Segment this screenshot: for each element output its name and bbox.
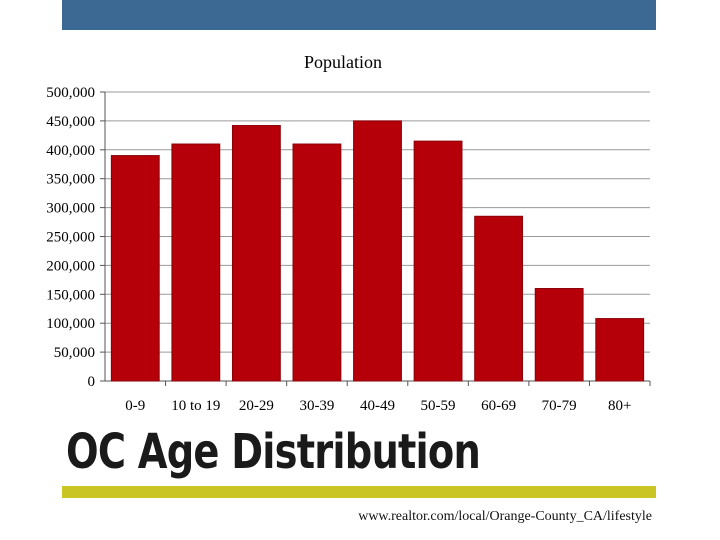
bar-10 to 19 xyxy=(171,143,221,382)
bar-0-9 xyxy=(110,155,160,382)
y-tick-label: 500,000 xyxy=(46,85,95,101)
y-tick-label: 200,000 xyxy=(46,258,95,274)
bar-30-39 xyxy=(292,143,342,382)
bar-70-79 xyxy=(534,288,584,382)
y-tick-label: 50,000 xyxy=(54,345,95,361)
y-tick-label: 150,000 xyxy=(46,287,95,303)
bar-50-59 xyxy=(413,140,463,382)
bar-60-69 xyxy=(474,215,524,382)
y-tick-label: 400,000 xyxy=(46,143,95,159)
y-tick-label: 300,000 xyxy=(46,201,95,217)
x-tick-label: 20-29 xyxy=(239,398,274,414)
bar-20-29 xyxy=(231,125,281,382)
x-tick-label: 0-9 xyxy=(125,398,145,414)
bar-40-49 xyxy=(353,120,402,382)
y-tick-label: 450,000 xyxy=(46,114,95,130)
y-tick-label: 0 xyxy=(88,374,96,390)
population-bar-chart: Population 0 50,000 100,000 150,000 200,000 25… xyxy=(46,52,651,414)
x-tick-label: 50-59 xyxy=(421,398,456,414)
x-tick-label: 10 to 19 xyxy=(171,398,220,414)
slide-title: OC Age Distribution xyxy=(66,424,481,480)
accent-line xyxy=(62,486,656,498)
y-tick-label: 250,000 xyxy=(46,230,95,246)
y-tick-label: 350,000 xyxy=(46,172,95,188)
x-tick-label: 40-49 xyxy=(360,398,395,414)
bar-80+ xyxy=(595,318,645,382)
x-tick-label: 60-69 xyxy=(481,398,516,414)
chart-title: Population xyxy=(304,52,382,72)
source-citation: www.realtor.com/local/Orange-County_CA/l… xyxy=(358,509,652,524)
x-tick-label: 80+ xyxy=(608,398,631,414)
header-bar xyxy=(62,0,656,30)
y-tick-label: 100,000 xyxy=(46,316,95,332)
x-tick-label: 70-79 xyxy=(542,398,577,414)
x-tick-label: 30-39 xyxy=(299,398,334,414)
